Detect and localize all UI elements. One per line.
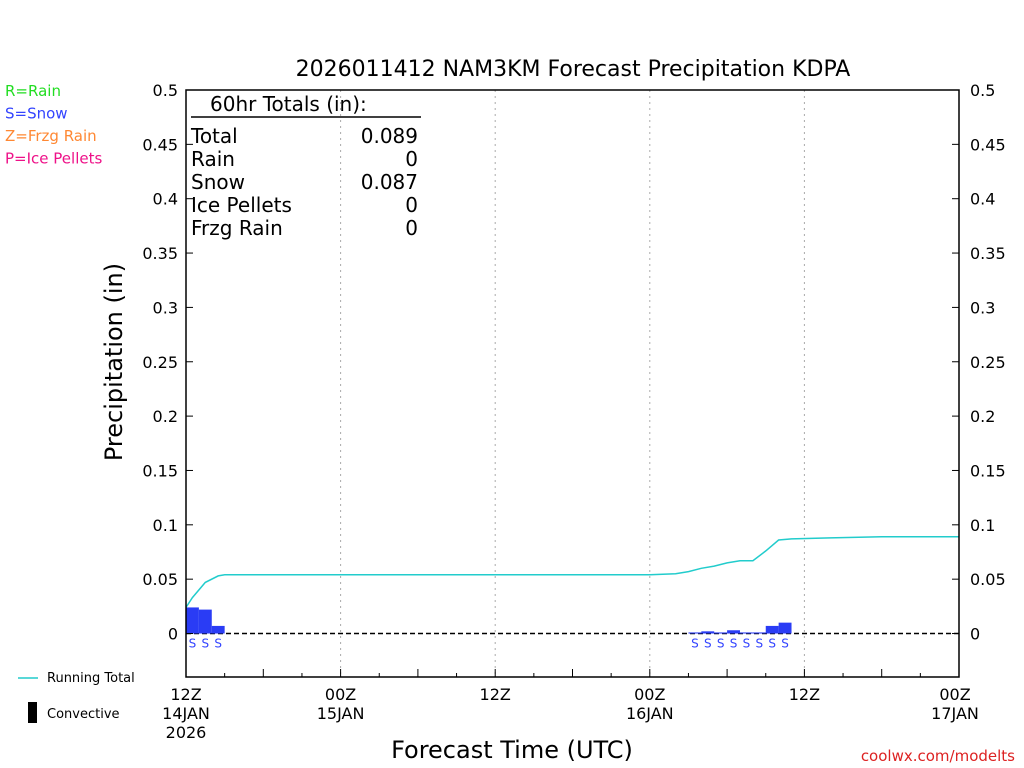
type-label-h1: S xyxy=(202,637,210,651)
precip-type-legend-1: S=Snow xyxy=(5,105,68,123)
chart-title: 2026011412 NAM3KM Forecast Precipitation… xyxy=(296,57,851,82)
precip-bar-h44 xyxy=(752,632,766,634)
precip-type-legend: R=Rain S=Snow Z=Frzg Rain P=Ice Pellets xyxy=(5,82,102,168)
totals-heading: 60hr Totals (in): xyxy=(210,92,367,116)
precip-bar-h46 xyxy=(778,622,792,634)
totals-value-1: 0 xyxy=(405,147,418,171)
totals-label-0: Total xyxy=(190,124,238,148)
totals-value-0: 0.089 xyxy=(361,124,418,148)
y-tick-label-left-0: 0 xyxy=(168,625,178,644)
totals-value-2: 0.087 xyxy=(361,170,418,194)
y-tick-label-left-1: 0.05 xyxy=(142,570,178,589)
totals-value-4: 0 xyxy=(405,216,418,240)
x-tick-label-3-line1: 00Z xyxy=(634,685,665,704)
precip-bar-h1 xyxy=(198,609,212,634)
precip-bar-h0 xyxy=(186,607,199,634)
precip-bar-h45 xyxy=(765,625,779,634)
x-tick-label-3-line2: 16JAN xyxy=(626,704,674,723)
y-tick-label-left-5: 0.25 xyxy=(142,353,178,372)
totals-label-4: Frzg Rain xyxy=(191,216,283,240)
type-label-h43: S xyxy=(743,637,751,651)
x-tick-label-0-line2: 14JAN xyxy=(162,704,210,723)
type-label-h39: S xyxy=(691,637,699,651)
x-axis-label: Forecast Time (UTC) xyxy=(391,736,633,764)
y-tick-label-right-1: 0.05 xyxy=(970,570,1006,589)
x-tick-label-5-line1: 00Z xyxy=(939,685,970,704)
y-tick-label-right-0: 0 xyxy=(970,625,980,644)
x-tick-label-1-line2: 15JAN xyxy=(317,704,365,723)
running-total-legend-label: Running Total xyxy=(47,671,135,686)
precip-type-legend-2: Z=Frzg Rain xyxy=(5,127,97,145)
precip-bar-h41 xyxy=(714,632,728,634)
type-label-h0: S xyxy=(189,637,197,651)
y-axis-label: Precipitation (in) xyxy=(100,263,128,461)
plot-frame xyxy=(185,89,960,678)
type-label-h41: S xyxy=(717,637,725,651)
type-label-h44: S xyxy=(755,637,763,651)
y-axis-right: 0 0.05 0.1 0.15 0.2 0.25 0.3 0.35 0.4 0.45 0.5 xyxy=(952,81,1006,644)
y-tick-label-right-10: 0.5 xyxy=(970,81,995,100)
totals-label-1: Rain xyxy=(191,147,235,171)
convective-legend-label: Convective xyxy=(47,707,120,722)
y-tick-label-right-8: 0.4 xyxy=(970,190,995,209)
type-label-h46: S xyxy=(781,637,789,651)
grid-layer xyxy=(186,90,959,677)
type-label-h40: S xyxy=(704,637,712,651)
y-tick-label-left-9: 0.45 xyxy=(142,135,178,154)
y-tick-label-right-9: 0.45 xyxy=(970,135,1006,154)
y-tick-label-left-7: 0.35 xyxy=(142,244,178,263)
type-label-h2: S xyxy=(214,637,222,651)
totals-label-3: Ice Pellets xyxy=(191,193,292,217)
running-total-layer xyxy=(185,536,959,608)
type-label-h42: S xyxy=(730,637,738,651)
y-axis-left: 0 0.05 0.1 0.15 0.2 0.25 0.3 0.35 0.4 0.45 0.5 xyxy=(142,81,193,644)
x-tick-label-0-line3: 2026 xyxy=(166,723,207,742)
precip-bar-h42 xyxy=(727,630,740,634)
type-label-h45: S xyxy=(768,637,776,651)
y-tick-label-right-7: 0.35 xyxy=(970,244,1006,263)
precip-bar-h39 xyxy=(688,632,702,634)
precip-bar-h40 xyxy=(701,631,715,634)
y-tick-label-left-4: 0.2 xyxy=(153,407,178,426)
y-tick-label-right-5: 0.25 xyxy=(970,353,1006,372)
totals-box: 60hr Totals (in): Total 0.089 Rain 0 Snow 0.0… xyxy=(190,92,421,240)
convective-legend-swatch xyxy=(28,702,37,723)
y-tick-label-right-3: 0.15 xyxy=(970,461,1006,480)
precip-bar-h2 xyxy=(211,625,225,634)
y-tick-label-left-6: 0.3 xyxy=(153,298,178,317)
y-tick-label-left-10: 0.5 xyxy=(153,81,178,100)
totals-value-3: 0 xyxy=(405,193,418,217)
y-tick-label-right-2: 0.1 xyxy=(970,516,995,535)
running-total-line xyxy=(185,536,959,608)
precip-type-legend-3: P=Ice Pellets xyxy=(5,150,102,168)
x-tick-label-1-line1: 00Z xyxy=(325,685,356,704)
y-tick-label-left-3: 0.15 xyxy=(142,461,178,480)
precip-type-legend-0: R=Rain xyxy=(5,82,61,100)
y-tick-label-right-4: 0.2 xyxy=(970,407,995,426)
y-tick-label-left-2: 0.1 xyxy=(153,516,178,535)
y-tick-label-left-8: 0.4 xyxy=(153,190,178,209)
x-tick-label-0-line1: 12Z xyxy=(170,685,201,704)
bars-layer xyxy=(186,607,792,634)
credit-text: coolwx.com/modelts xyxy=(861,747,1015,765)
y-tick-label-right-6: 0.3 xyxy=(970,298,995,317)
precip-bar-h43 xyxy=(739,632,753,634)
x-tick-label-2-line1: 12Z xyxy=(480,685,511,704)
totals-label-2: Snow xyxy=(191,170,245,194)
x-tick-label-5-line2: 17JAN xyxy=(931,704,979,723)
x-tick-label-4-line1: 12Z xyxy=(789,685,820,704)
series-legend: Running Total Convective xyxy=(18,671,135,723)
